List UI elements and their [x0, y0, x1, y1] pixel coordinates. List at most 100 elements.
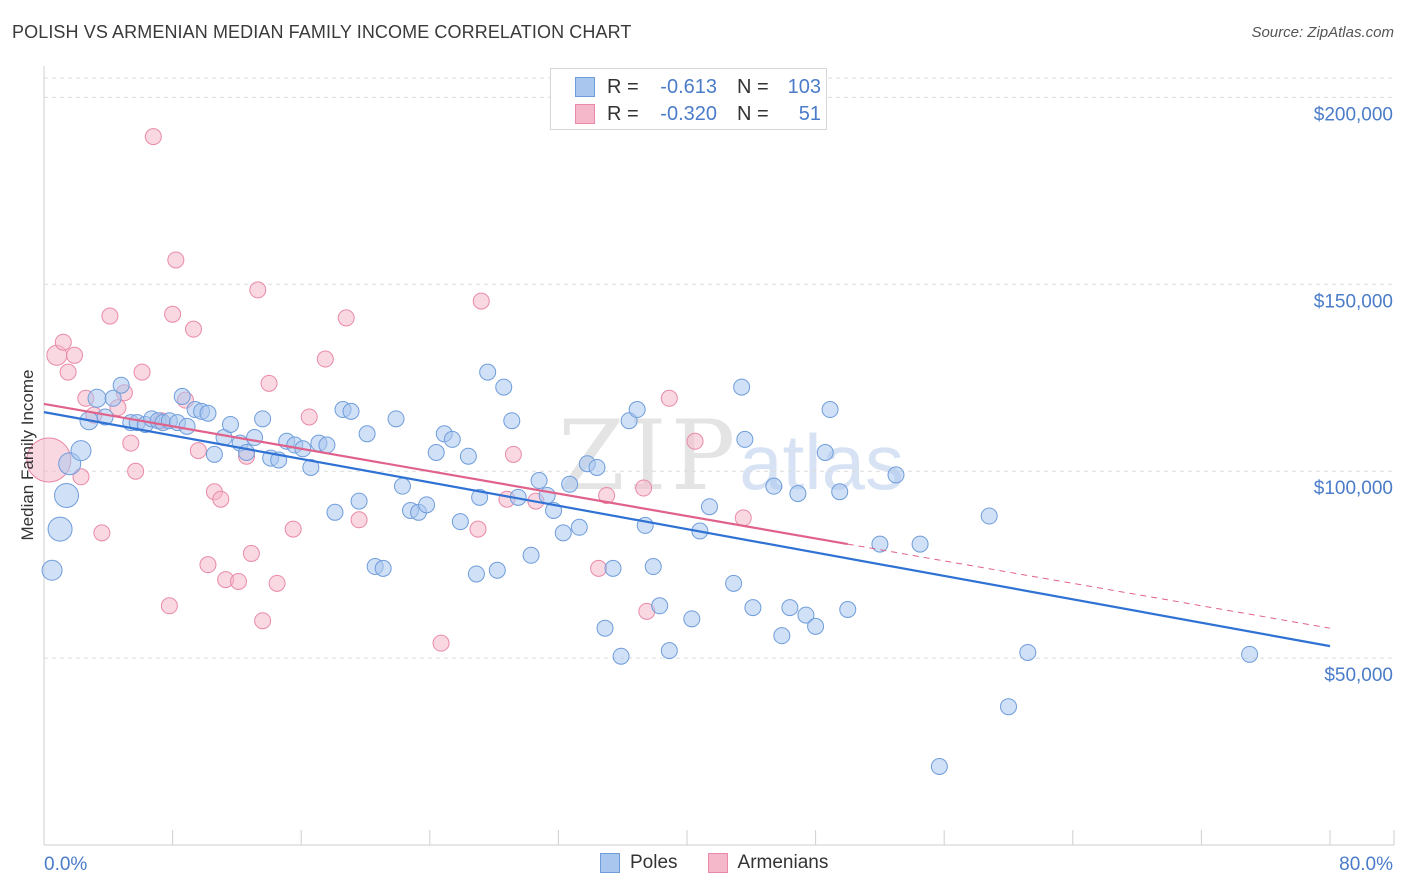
armenians-point — [72, 468, 90, 486]
poles-point — [604, 559, 622, 577]
poles-point — [393, 477, 411, 495]
armenians-point — [167, 251, 185, 269]
armenians-point — [598, 486, 616, 504]
poles-swatch — [575, 77, 595, 97]
x-tick-label: 0.0% — [44, 854, 87, 875]
poles-point — [683, 610, 701, 628]
poles-point — [326, 503, 344, 521]
poles-point — [530, 472, 548, 490]
poles-swatch — [600, 853, 620, 873]
poles-point — [451, 513, 469, 531]
poles-point — [816, 444, 834, 461]
r-value: -0.613 — [660, 75, 717, 98]
poles-point — [807, 617, 825, 635]
poles-point — [374, 559, 392, 577]
n-value: 51 — [798, 102, 821, 125]
armenians-point — [316, 350, 334, 368]
armenians-point — [133, 363, 151, 381]
poles-point — [701, 498, 719, 516]
n-label: N = — [737, 75, 769, 98]
armenians-point — [268, 574, 286, 592]
poles-point — [342, 402, 360, 420]
poles-point — [781, 599, 799, 617]
armenians-point — [54, 333, 72, 351]
poles-point — [427, 444, 445, 461]
armenians-point — [212, 490, 230, 508]
armenians-point — [504, 445, 522, 463]
poles-point — [503, 412, 521, 430]
poles-point — [821, 401, 839, 419]
chart-title: POLISH VS ARMENIAN MEDIAN FAMILY INCOME … — [12, 22, 632, 42]
poles-point — [318, 436, 336, 454]
correlation-legend: R = -0.613 N = 103 R = -0.320 N = 51 — [550, 68, 827, 130]
poles-point — [651, 597, 669, 615]
poles-point — [789, 485, 807, 503]
poles-point — [221, 415, 239, 433]
armenians-point — [660, 389, 678, 407]
poles-point — [302, 458, 320, 476]
poles-point — [495, 378, 513, 396]
poles-label: Poles — [630, 852, 678, 873]
legend-item-poles: Poles — [600, 852, 678, 874]
poles-point — [744, 599, 762, 617]
armenians-point — [184, 320, 202, 338]
armenians-point — [93, 524, 111, 542]
armenians-point — [66, 346, 84, 364]
poles-point — [773, 627, 791, 645]
y-tick-label: $150,000 — [1314, 291, 1393, 312]
armenians-point — [242, 544, 260, 562]
poles-point — [471, 488, 489, 506]
poles-point — [1019, 643, 1037, 661]
poles-point — [765, 477, 783, 495]
y-tick-label: $200,000 — [1314, 104, 1393, 125]
poles-point — [930, 758, 948, 775]
armenians-point — [164, 305, 182, 323]
poles-point — [596, 619, 614, 637]
poles-point — [112, 376, 130, 394]
poles-point — [733, 378, 751, 396]
poles-point — [831, 483, 849, 501]
poles-point — [561, 475, 579, 493]
axis-labels: $50,000 $100,000 $150,000 $200,000 0.0% 80.0%… — [18, 104, 1393, 875]
legend-row-armenians: R = -0.320 N = 51 — [575, 103, 821, 125]
poles-point — [199, 404, 217, 422]
poles-point — [980, 507, 998, 525]
poles-point — [612, 647, 630, 665]
armenians-point — [230, 572, 248, 590]
poles-point — [479, 363, 497, 381]
armenians-point — [734, 509, 752, 527]
n-label: N = — [737, 102, 769, 125]
poles-point — [443, 430, 461, 448]
poles-point — [205, 445, 223, 463]
watermark-atlas: atlas — [739, 418, 904, 506]
armenians-swatch — [575, 104, 595, 124]
poles-point — [871, 535, 889, 553]
poles-trend-line — [43, 411, 1331, 648]
poles-point — [588, 458, 606, 476]
armenians-point — [284, 520, 302, 538]
armenians-trend-extension — [847, 543, 1331, 629]
poles-point — [628, 401, 646, 419]
poles-point — [54, 482, 80, 508]
poles-point — [797, 606, 815, 624]
armenians-point — [122, 434, 140, 452]
armenians-point — [300, 408, 318, 426]
poles-point — [358, 425, 376, 443]
poles-point — [87, 388, 107, 408]
armenians-label: Armenians — [737, 852, 829, 873]
poles-point — [644, 558, 662, 576]
poles-point — [418, 496, 436, 514]
armenians-trend-line — [43, 402, 848, 546]
poles-point — [350, 492, 368, 510]
armenians-point — [350, 511, 368, 529]
poles-point — [887, 466, 905, 484]
poles-point — [70, 440, 92, 462]
armenians-point — [254, 612, 272, 630]
armenians-swatch — [707, 853, 728, 873]
armenians-point — [469, 520, 487, 538]
armenians-point — [189, 442, 207, 460]
y-tick-label: $50,000 — [1324, 665, 1393, 686]
poles-points — [41, 363, 1259, 775]
legend-item-armenians: Armenians — [707, 852, 829, 874]
r-label: R = — [607, 75, 639, 98]
